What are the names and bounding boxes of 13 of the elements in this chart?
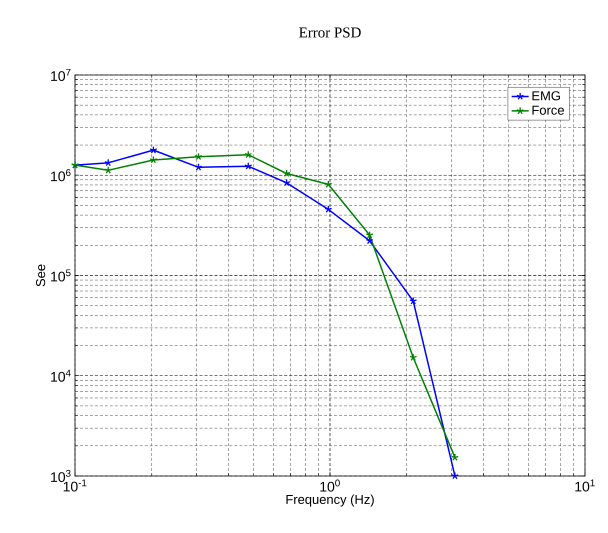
chart-title: Error PSD [299, 27, 361, 38]
y-tick-label: 10$^{6}$ [51, 169, 71, 182]
y-axis-title: See [36, 264, 46, 286]
y-tick-label: 10$^{5}$ [51, 269, 71, 282]
legend-label: EMG [532, 91, 560, 100]
legend-label: Force [532, 106, 564, 115]
x-axis-title: Frequency (Hz) [286, 494, 374, 507]
y-tick-label: 10$^{4}$ [51, 370, 71, 382]
x-tick-label: 10$^{0}$ [320, 480, 340, 492]
x-tick-label: 10$^{1}$ [575, 480, 595, 492]
x-tick-label: 10$^{-1}$ [64, 480, 86, 492]
y-tick-label: 10$^{7}$ [51, 68, 70, 82]
y-tick-label: 10$^{3}$ [51, 470, 71, 482]
